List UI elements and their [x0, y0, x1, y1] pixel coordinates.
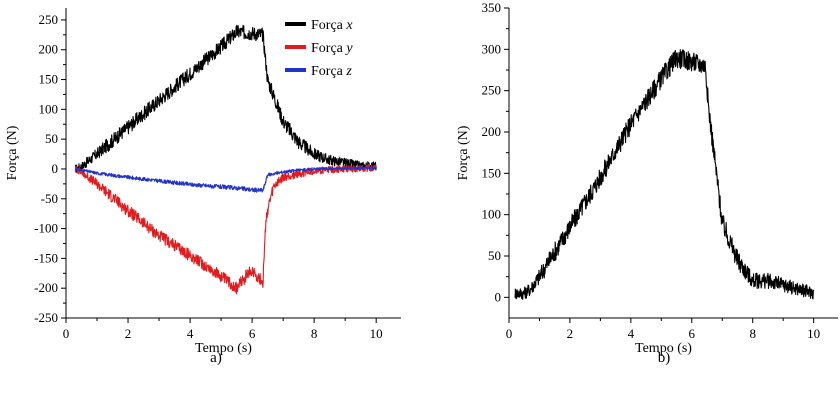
- legend-entry: Força y: [311, 41, 353, 56]
- x-tick-label: 6: [689, 326, 696, 341]
- y-tick-label: 0: [52, 161, 59, 176]
- x-axis-label: Tempo (s): [635, 341, 692, 356]
- x-tick-label: 2: [567, 326, 574, 341]
- y-tick-label: -250: [34, 310, 58, 325]
- series-line-força-x: [74, 24, 377, 173]
- y-tick-label: 300: [482, 41, 502, 56]
- y-tick-label: 150: [39, 72, 59, 87]
- y-axis-label: Força (N): [5, 125, 20, 180]
- legend-entry: Força x: [311, 18, 353, 33]
- x-tick-label: 10: [807, 326, 820, 341]
- x-tick-label: 0: [63, 326, 70, 341]
- panel-caption: a): [210, 350, 222, 366]
- x-tick-label: 10: [370, 326, 383, 341]
- y-tick-label: -150: [34, 250, 58, 265]
- legend: Força x Força y Força z: [285, 18, 353, 79]
- x-tick-label: 8: [749, 326, 756, 341]
- y-tick-label: 250: [482, 83, 502, 98]
- y-tick-label: 350: [482, 0, 502, 15]
- series-line-força-z: [74, 165, 377, 193]
- y-tick-label: 200: [39, 42, 59, 57]
- y-axis-label: Força (N): [456, 125, 471, 180]
- x-tick-label: 6: [249, 326, 256, 341]
- chart-a: 0 2 4 6 8 10 -250 -200 -150 -100 -50 0 50 100 150 200 25…: [5, 8, 401, 366]
- y-tick-label: 0: [495, 289, 502, 304]
- y-tick-label: 100: [482, 207, 502, 222]
- x-tick-label: 4: [187, 326, 194, 341]
- panel-caption: b): [658, 350, 671, 366]
- x-tick-label: 8: [311, 326, 318, 341]
- y-tick-label: 50: [488, 248, 501, 263]
- series-line-força-y: [74, 163, 377, 295]
- y-tick-label: -50: [41, 191, 58, 206]
- y-tick-label: 200: [482, 124, 502, 139]
- x-axis-label: Tempo (s): [195, 341, 252, 356]
- y-tick-label: -100: [34, 221, 58, 236]
- y-tick-label: 250: [39, 12, 59, 27]
- y-tick-label: 150: [482, 165, 502, 180]
- y-tick-label: 50: [45, 131, 58, 146]
- series-line-forca: [514, 49, 815, 300]
- x-tick-label: 4: [628, 326, 635, 341]
- x-tick-label: 2: [125, 326, 132, 341]
- legend-entry: Força z: [311, 64, 352, 79]
- x-tick-label: 0: [506, 326, 513, 341]
- y-tick-label: 100: [39, 101, 59, 116]
- y-tick-label: -200: [34, 280, 58, 295]
